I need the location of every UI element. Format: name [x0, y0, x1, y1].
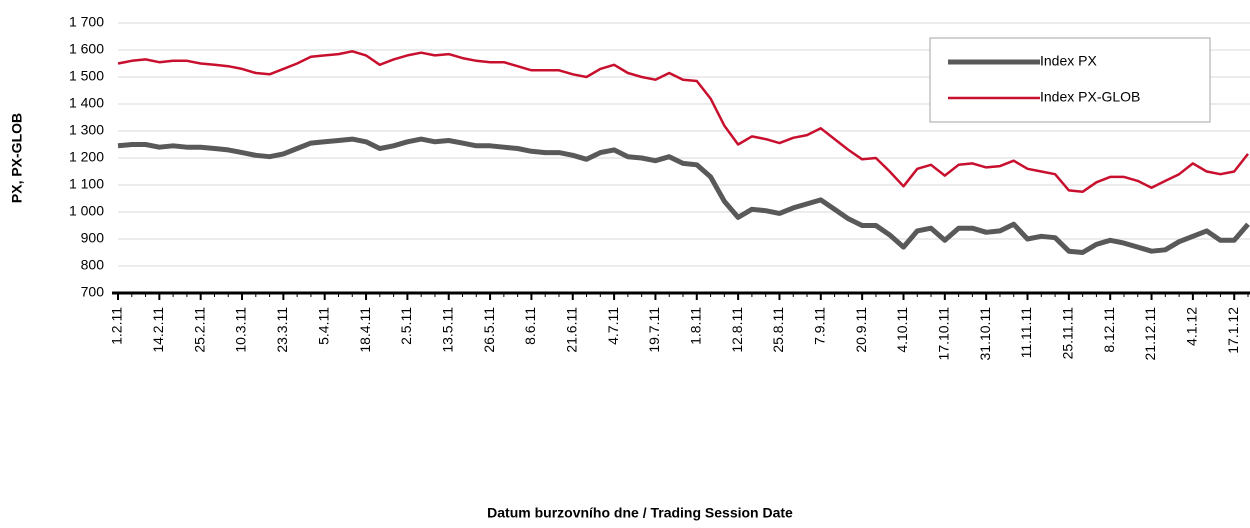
x-tick-label: 11.11.11	[1018, 307, 1034, 359]
x-tick-label: 18.4.11	[357, 307, 373, 353]
x-tick-label: 21.6.11	[563, 307, 579, 353]
legend-label: Index PX	[1040, 53, 1097, 69]
x-tick-label: 7.9.11	[812, 307, 828, 345]
line-series	[117, 136, 1250, 255]
x-tick-label: 12.8.11	[729, 307, 745, 353]
x-tick-label: 25.2.11	[191, 307, 207, 353]
x-tick-label: 17.10.11	[936, 307, 952, 361]
y-tick-label: 1 000	[69, 203, 104, 219]
x-axis-label: Datum burzovního dne / Trading Session D…	[487, 505, 793, 521]
y-tick-label: 1 700	[69, 14, 104, 30]
x-tick-label: 25.11.11	[1060, 307, 1076, 360]
x-tick-label: 20.9.11	[853, 307, 869, 353]
y-tick-label: 800	[81, 257, 105, 273]
x-tick-label: 8.6.11	[522, 307, 538, 345]
x-tick-label: 10.3.11	[233, 307, 249, 353]
x-tick-label: 2.5.11	[398, 307, 414, 345]
x-tick-label: 31.10.11	[977, 307, 993, 361]
y-axis-label: PX, PX-GLOB	[9, 113, 25, 203]
x-tick-label: 8.12.11	[1101, 307, 1117, 353]
line-series	[117, 50, 1249, 194]
x-tick-label: 1.2.11	[109, 307, 125, 345]
y-tick-label: 1 500	[69, 68, 104, 84]
x-tick-label: 17.1.12	[1225, 307, 1241, 354]
x-tick-label: 1.8.11	[687, 307, 703, 345]
y-tick-label: 1 100	[69, 176, 104, 192]
x-tick-label: 19.7.11	[646, 307, 662, 353]
x-tick-label: 4.1.12	[1184, 307, 1200, 346]
y-tick-label: 1 200	[69, 149, 104, 165]
x-tick-label: 14.2.11	[150, 307, 166, 353]
x-tick-label: 5.4.11	[315, 307, 331, 345]
y-tick-label: 1 600	[69, 41, 104, 57]
y-tick-label: 1 300	[69, 122, 104, 138]
y-tick-label: 900	[81, 230, 105, 246]
legend-box	[929, 37, 1211, 123]
x-tick-label: 21.12.11	[1142, 307, 1158, 361]
x-tick-label: 4.10.11	[894, 307, 910, 353]
x-tick-label: 23.3.11	[274, 307, 290, 353]
x-tick-label: 26.5.11	[481, 307, 497, 353]
x-tick-label: 4.7.11	[605, 307, 621, 345]
x-tick-label: 25.8.11	[770, 307, 786, 353]
y-tick-label: 1 400	[69, 95, 104, 111]
x-tick-label: 13.5.11	[439, 307, 455, 353]
legend-label: Index PX-GLOB	[1040, 89, 1140, 105]
y-tick-label: 700	[81, 284, 105, 300]
